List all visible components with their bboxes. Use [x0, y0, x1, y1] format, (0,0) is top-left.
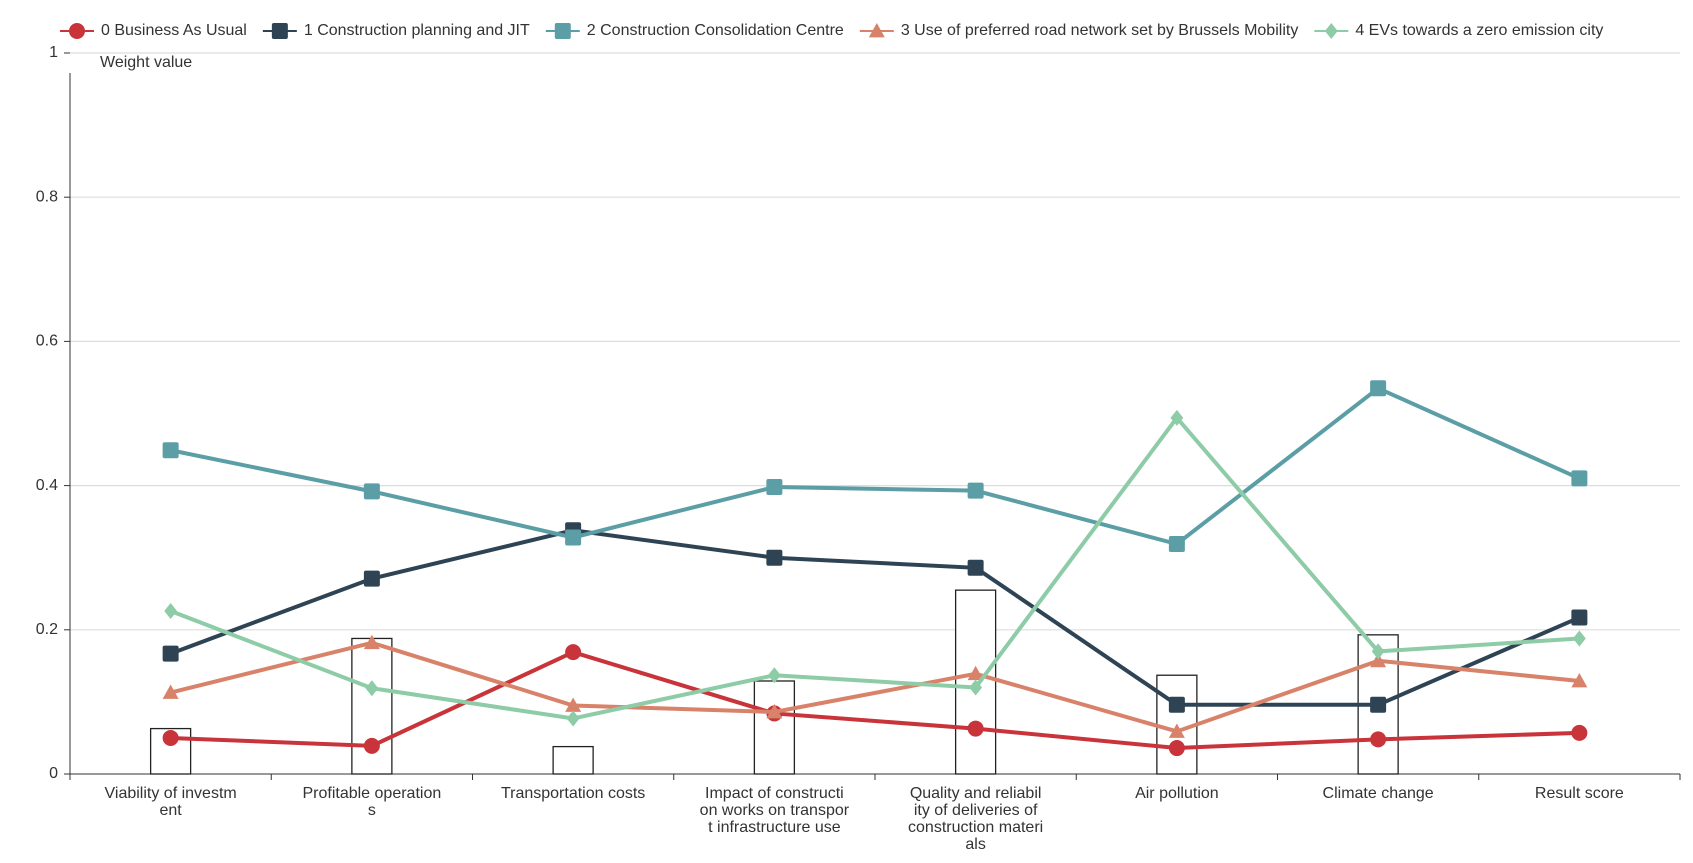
legend-item: 4 EVs towards a zero emission city	[1314, 22, 1603, 39]
series-line	[170, 650, 1580, 751]
x-tick-label: Climate change	[1323, 785, 1434, 802]
marker	[1168, 696, 1185, 713]
x-tick-label: Quality and reliabil ity of deliveries of…	[908, 785, 1043, 853]
legend-item: 2 Construction Consolidation Centre	[545, 22, 844, 39]
marker	[363, 737, 380, 754]
y-axis-label: Weight value	[100, 54, 192, 71]
y-tick-label: 0.6	[36, 333, 58, 350]
marker	[271, 23, 288, 39]
series-line	[169, 528, 1581, 707]
series-line	[170, 385, 1581, 547]
marker	[766, 479, 783, 496]
marker	[1572, 630, 1586, 647]
marker	[1571, 724, 1588, 741]
legend-item: 0 Business As Usual	[60, 22, 247, 39]
series-line	[170, 640, 1580, 734]
legend-label: 4 EVs towards a zero emission city	[1355, 22, 1603, 39]
series-line	[169, 414, 1580, 721]
marker	[1170, 409, 1184, 426]
marker	[1370, 380, 1387, 397]
legend-item: 1 Construction planning and JIT	[262, 22, 530, 39]
marker	[363, 634, 380, 650]
marker	[162, 729, 179, 746]
marker	[164, 603, 178, 620]
marker	[1571, 609, 1588, 626]
marker	[868, 23, 885, 38]
marker	[566, 710, 580, 727]
legend-label: 3 Use of preferred road network set by B…	[901, 22, 1299, 39]
marker	[565, 697, 582, 712]
marker	[365, 680, 379, 697]
marker	[565, 644, 582, 661]
marker	[565, 529, 582, 546]
marker	[967, 720, 984, 737]
marker	[554, 23, 571, 39]
y-tick-label: 0.4	[36, 477, 58, 494]
marker	[69, 23, 85, 39]
marker	[967, 482, 984, 499]
x-tick-label: Result score	[1535, 785, 1624, 802]
marker	[1370, 731, 1387, 748]
marker	[766, 549, 783, 566]
marker	[1371, 643, 1385, 660]
legend-label: 0 Business As Usual	[101, 22, 247, 39]
marker	[967, 665, 984, 681]
marker	[1168, 723, 1185, 738]
marker	[969, 679, 983, 696]
marker	[1571, 672, 1588, 688]
y-tick-label: 0.8	[36, 188, 58, 205]
marker	[1324, 23, 1338, 39]
marker	[1370, 652, 1387, 668]
marker	[1571, 470, 1588, 487]
legend-label: 2 Construction Consolidation Centre	[587, 22, 844, 39]
marker	[1168, 536, 1185, 553]
marker	[767, 667, 781, 684]
bar	[753, 680, 796, 775]
y-tick-label: 1	[49, 44, 58, 61]
legend-item: 3 Use of preferred road network set by B…	[859, 22, 1299, 39]
x-tick-label: Transportation costs	[501, 785, 645, 802]
marker	[162, 645, 179, 662]
marker	[363, 570, 380, 587]
marker	[766, 703, 783, 719]
marker	[967, 559, 984, 576]
x-tick-label: Air pollution	[1135, 785, 1219, 802]
x-tick-label: Viability of investm ent	[105, 785, 237, 819]
y-tick-label: 0.2	[36, 621, 58, 638]
bar	[552, 745, 594, 775]
legend-label: 1 Construction planning and JIT	[304, 22, 530, 39]
marker	[162, 442, 179, 459]
marker	[363, 483, 380, 500]
marker	[1168, 740, 1185, 757]
y-tick-label: 0	[49, 765, 58, 782]
marker	[1370, 696, 1387, 713]
x-tick-label: Profitable operation s	[302, 785, 441, 819]
x-tick-label: Impact of constructi on works on transpor…	[700, 785, 850, 836]
marker	[162, 684, 179, 699]
